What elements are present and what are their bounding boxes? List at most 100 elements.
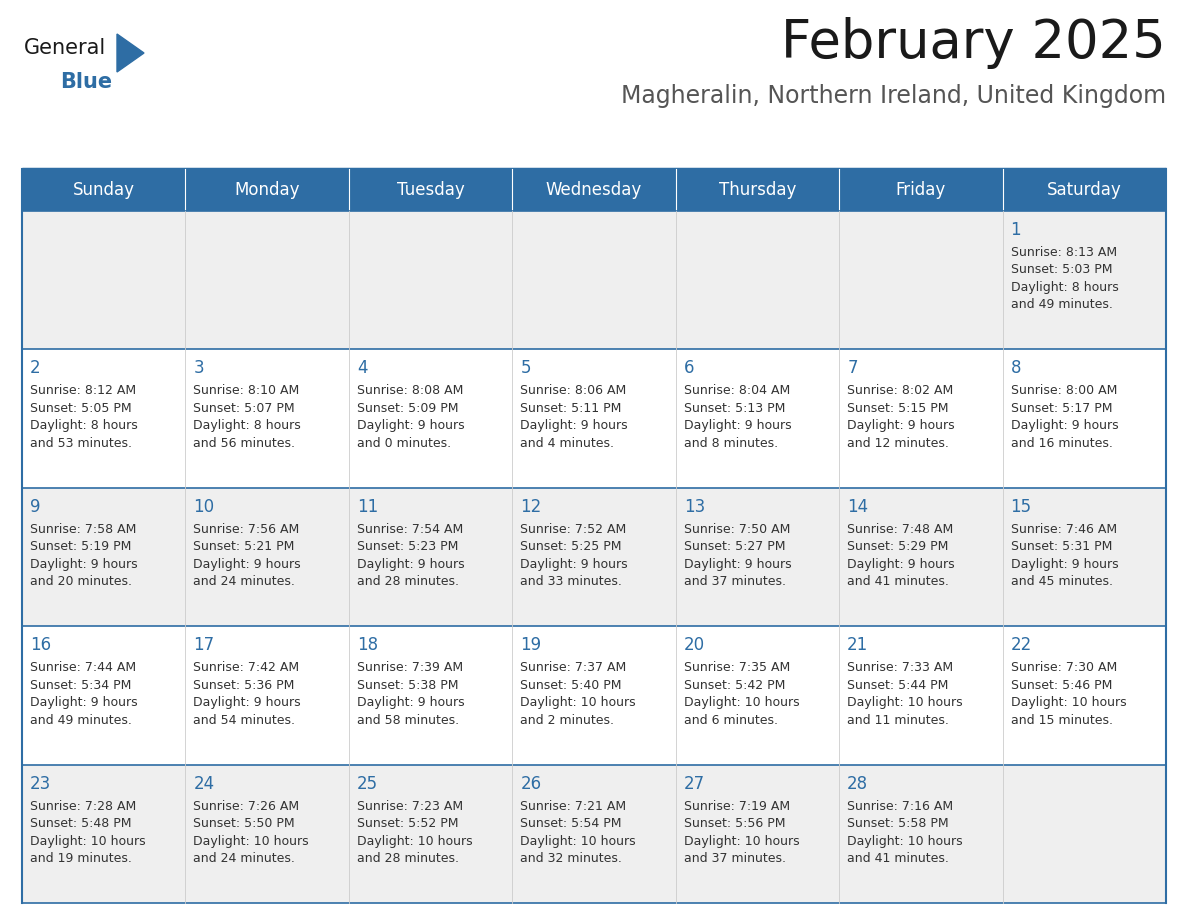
Text: and 49 minutes.: and 49 minutes. <box>1011 298 1112 311</box>
Text: Sunset: 5:36 PM: Sunset: 5:36 PM <box>194 678 295 691</box>
Text: and 24 minutes.: and 24 minutes. <box>194 576 296 588</box>
Text: Daylight: 10 hours: Daylight: 10 hours <box>684 834 800 847</box>
Text: Sunset: 5:05 PM: Sunset: 5:05 PM <box>30 402 132 415</box>
Text: and 56 minutes.: and 56 minutes. <box>194 437 296 450</box>
Text: Sunset: 5:23 PM: Sunset: 5:23 PM <box>356 541 459 554</box>
Text: Friday: Friday <box>896 181 946 199</box>
Text: Daylight: 8 hours: Daylight: 8 hours <box>30 420 138 432</box>
Text: 13: 13 <box>684 498 704 516</box>
Text: Daylight: 9 hours: Daylight: 9 hours <box>356 696 465 710</box>
Text: and 19 minutes.: and 19 minutes. <box>30 852 132 865</box>
Text: Sunset: 5:52 PM: Sunset: 5:52 PM <box>356 817 459 830</box>
Text: and 28 minutes.: and 28 minutes. <box>356 852 459 865</box>
Text: Sunset: 5:11 PM: Sunset: 5:11 PM <box>520 402 621 415</box>
Text: Saturday: Saturday <box>1047 181 1121 199</box>
Text: Daylight: 10 hours: Daylight: 10 hours <box>847 834 962 847</box>
Text: 14: 14 <box>847 498 868 516</box>
Text: 4: 4 <box>356 360 367 377</box>
Bar <box>676 211 839 350</box>
Text: Sunset: 5:17 PM: Sunset: 5:17 PM <box>1011 402 1112 415</box>
Bar <box>185 350 349 487</box>
Text: Sunset: 5:48 PM: Sunset: 5:48 PM <box>30 817 132 830</box>
Bar <box>185 765 349 903</box>
Text: 7: 7 <box>847 360 858 377</box>
Text: Sunrise: 8:06 AM: Sunrise: 8:06 AM <box>520 385 626 397</box>
Text: Daylight: 9 hours: Daylight: 9 hours <box>356 558 465 571</box>
Bar <box>185 169 349 211</box>
Text: Sunrise: 7:26 AM: Sunrise: 7:26 AM <box>194 800 299 812</box>
Text: Daylight: 9 hours: Daylight: 9 hours <box>194 558 301 571</box>
Text: Daylight: 9 hours: Daylight: 9 hours <box>1011 558 1118 571</box>
Text: Sunrise: 8:08 AM: Sunrise: 8:08 AM <box>356 385 463 397</box>
Text: Sunrise: 7:56 AM: Sunrise: 7:56 AM <box>194 522 299 536</box>
Bar <box>839 765 1003 903</box>
Text: Daylight: 8 hours: Daylight: 8 hours <box>1011 281 1118 294</box>
Bar <box>23 765 185 903</box>
Text: 22: 22 <box>1011 636 1032 655</box>
Bar <box>23 487 185 626</box>
Bar <box>512 765 676 903</box>
Text: Sunrise: 7:44 AM: Sunrise: 7:44 AM <box>30 661 137 674</box>
Text: Sunrise: 7:37 AM: Sunrise: 7:37 AM <box>520 661 626 674</box>
Text: Sunset: 5:56 PM: Sunset: 5:56 PM <box>684 817 785 830</box>
Text: Sunset: 5:03 PM: Sunset: 5:03 PM <box>1011 263 1112 276</box>
Text: Sunset: 5:27 PM: Sunset: 5:27 PM <box>684 541 785 554</box>
Text: Sunrise: 7:39 AM: Sunrise: 7:39 AM <box>356 661 463 674</box>
Text: Sunrise: 7:46 AM: Sunrise: 7:46 AM <box>1011 522 1117 536</box>
Text: Sunrise: 8:13 AM: Sunrise: 8:13 AM <box>1011 246 1117 259</box>
Text: Sunrise: 8:00 AM: Sunrise: 8:00 AM <box>1011 385 1117 397</box>
Bar <box>23 211 185 350</box>
Bar <box>349 765 512 903</box>
Text: and 11 minutes.: and 11 minutes. <box>847 713 949 727</box>
Text: Daylight: 10 hours: Daylight: 10 hours <box>30 834 146 847</box>
Text: Sunrise: 7:28 AM: Sunrise: 7:28 AM <box>30 800 137 812</box>
Bar <box>839 487 1003 626</box>
Text: and 41 minutes.: and 41 minutes. <box>847 852 949 865</box>
Text: Sunrise: 7:54 AM: Sunrise: 7:54 AM <box>356 522 463 536</box>
Text: and 33 minutes.: and 33 minutes. <box>520 576 623 588</box>
Text: and 15 minutes.: and 15 minutes. <box>1011 713 1113 727</box>
Text: 23: 23 <box>30 775 51 792</box>
Bar <box>23 626 185 765</box>
Text: 2: 2 <box>30 360 40 377</box>
Bar <box>839 169 1003 211</box>
Text: and 53 minutes.: and 53 minutes. <box>30 437 132 450</box>
Text: 3: 3 <box>194 360 204 377</box>
Bar <box>1003 626 1165 765</box>
Text: and 37 minutes.: and 37 minutes. <box>684 576 785 588</box>
Text: and 0 minutes.: and 0 minutes. <box>356 437 451 450</box>
Text: Sunset: 5:38 PM: Sunset: 5:38 PM <box>356 678 459 691</box>
Text: Daylight: 9 hours: Daylight: 9 hours <box>847 420 955 432</box>
Text: and 16 minutes.: and 16 minutes. <box>1011 437 1112 450</box>
Text: Daylight: 10 hours: Daylight: 10 hours <box>356 834 473 847</box>
Text: Sunrise: 7:35 AM: Sunrise: 7:35 AM <box>684 661 790 674</box>
Text: Daylight: 9 hours: Daylight: 9 hours <box>684 558 791 571</box>
Text: 17: 17 <box>194 636 215 655</box>
Text: February 2025: February 2025 <box>782 17 1165 69</box>
Text: Sunrise: 7:42 AM: Sunrise: 7:42 AM <box>194 661 299 674</box>
Text: 6: 6 <box>684 360 694 377</box>
Text: Sunset: 5:34 PM: Sunset: 5:34 PM <box>30 678 132 691</box>
Text: Daylight: 9 hours: Daylight: 9 hours <box>194 696 301 710</box>
Bar <box>676 350 839 487</box>
Bar <box>349 211 512 350</box>
Text: Daylight: 9 hours: Daylight: 9 hours <box>520 420 628 432</box>
Text: Sunrise: 7:52 AM: Sunrise: 7:52 AM <box>520 522 626 536</box>
Text: and 58 minutes.: and 58 minutes. <box>356 713 459 727</box>
Text: Daylight: 9 hours: Daylight: 9 hours <box>520 558 628 571</box>
Text: Sunset: 5:58 PM: Sunset: 5:58 PM <box>847 817 949 830</box>
Text: 1: 1 <box>1011 221 1022 239</box>
Text: 20: 20 <box>684 636 704 655</box>
Bar <box>1003 765 1165 903</box>
Bar <box>185 211 349 350</box>
Text: and 20 minutes.: and 20 minutes. <box>30 576 132 588</box>
Text: Magheralin, Northern Ireland, United Kingdom: Magheralin, Northern Ireland, United Kin… <box>621 84 1165 108</box>
Text: Sunset: 5:29 PM: Sunset: 5:29 PM <box>847 541 948 554</box>
Text: Sunrise: 8:02 AM: Sunrise: 8:02 AM <box>847 385 954 397</box>
Bar <box>349 487 512 626</box>
Text: Daylight: 9 hours: Daylight: 9 hours <box>684 420 791 432</box>
Text: 16: 16 <box>30 636 51 655</box>
Text: Daylight: 9 hours: Daylight: 9 hours <box>847 558 955 571</box>
Text: and 8 minutes.: and 8 minutes. <box>684 437 778 450</box>
Text: Sunrise: 7:16 AM: Sunrise: 7:16 AM <box>847 800 953 812</box>
